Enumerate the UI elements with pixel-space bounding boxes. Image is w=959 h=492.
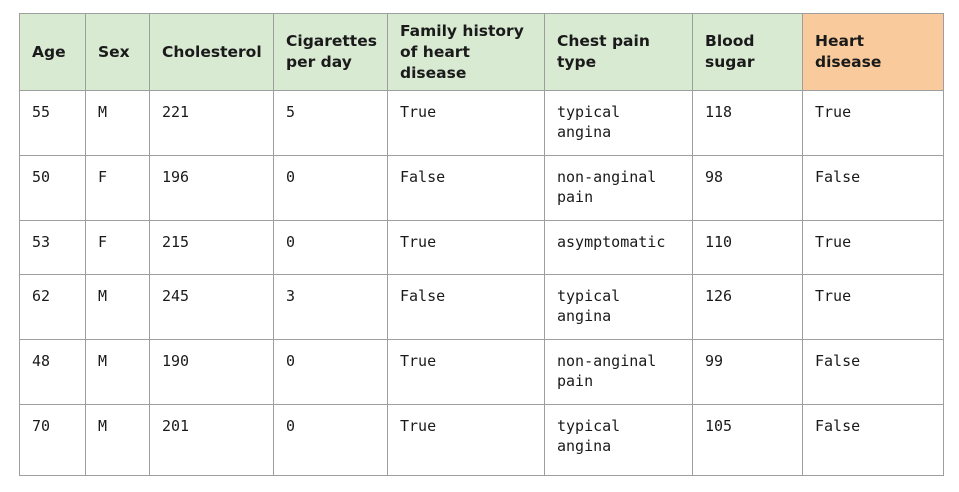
cell-cholesterol: 201 xyxy=(149,404,274,476)
cell-cigarettes: 0 xyxy=(273,339,388,405)
cell-family-history: True xyxy=(387,220,545,275)
cell-heart-disease: False xyxy=(802,155,944,221)
cell-cigarettes: 0 xyxy=(273,220,388,275)
cell-heart-disease: False xyxy=(802,339,944,405)
cell-cholesterol: 190 xyxy=(149,339,274,405)
table-row: 62 M 245 3 False typical angina 126 True xyxy=(19,274,944,340)
header-heart-disease: Heart disease xyxy=(802,13,944,91)
cell-sex: F xyxy=(85,155,150,221)
table-row: 48 M 190 0 True non-anginal pain 99 Fals… xyxy=(19,339,944,405)
cell-age: 55 xyxy=(19,90,86,156)
header-cholesterol: Cholesterol xyxy=(149,13,274,91)
cell-sex: M xyxy=(85,339,150,405)
cell-heart-disease: True xyxy=(802,274,944,340)
cell-cholesterol: 245 xyxy=(149,274,274,340)
cell-cigarettes: 5 xyxy=(273,90,388,156)
cell-sex: M xyxy=(85,404,150,476)
table-row: 53 F 215 0 True asymptomatic 110 True xyxy=(19,220,944,275)
cell-chest-pain: asymptomatic xyxy=(544,220,693,275)
cell-family-history: True xyxy=(387,339,545,405)
cell-age: 48 xyxy=(19,339,86,405)
cell-blood-sugar: 118 xyxy=(692,90,803,156)
cell-blood-sugar: 99 xyxy=(692,339,803,405)
cell-age: 70 xyxy=(19,404,86,476)
cell-age: 50 xyxy=(19,155,86,221)
cell-cigarettes: 3 xyxy=(273,274,388,340)
data-table-container: Age Sex Cholesterol Cigarettes per day F… xyxy=(19,13,944,476)
heart-disease-table: Age Sex Cholesterol Cigarettes per day F… xyxy=(19,13,944,476)
cell-family-history: True xyxy=(387,404,545,476)
header-sex: Sex xyxy=(85,13,150,91)
cell-cholesterol: 215 xyxy=(149,220,274,275)
cell-age: 62 xyxy=(19,274,86,340)
cell-cigarettes: 0 xyxy=(273,155,388,221)
cell-family-history: False xyxy=(387,274,545,340)
cell-sex: M xyxy=(85,90,150,156)
cell-chest-pain: typical angina xyxy=(544,90,693,156)
header-cigarettes-per-day: Cigarettes per day xyxy=(273,13,388,91)
header-row: Age Sex Cholesterol Cigarettes per day F… xyxy=(19,13,944,91)
cell-blood-sugar: 105 xyxy=(692,404,803,476)
cell-cholesterol: 196 xyxy=(149,155,274,221)
cell-heart-disease: True xyxy=(802,90,944,156)
cell-heart-disease: True xyxy=(802,220,944,275)
cell-blood-sugar: 110 xyxy=(692,220,803,275)
header-blood-sugar: Blood sugar xyxy=(692,13,803,91)
cell-sex: M xyxy=(85,274,150,340)
cell-cholesterol: 221 xyxy=(149,90,274,156)
header-chest-pain-type: Chest pain type xyxy=(544,13,693,91)
table-row: 70 M 201 0 True typical angina 105 False xyxy=(19,404,944,476)
cell-blood-sugar: 126 xyxy=(692,274,803,340)
header-age: Age xyxy=(19,13,86,91)
cell-age: 53 xyxy=(19,220,86,275)
cell-blood-sugar: 98 xyxy=(692,155,803,221)
cell-chest-pain: typical angina xyxy=(544,274,693,340)
cell-chest-pain: non-anginal pain xyxy=(544,339,693,405)
cell-heart-disease: False xyxy=(802,404,944,476)
table-row: 50 F 196 0 False non-anginal pain 98 Fal… xyxy=(19,155,944,221)
cell-chest-pain: typical angina xyxy=(544,404,693,476)
cell-family-history: True xyxy=(387,90,545,156)
table-row: 55 M 221 5 True typical angina 118 True xyxy=(19,90,944,156)
cell-family-history: False xyxy=(387,155,545,221)
cell-cigarettes: 0 xyxy=(273,404,388,476)
cell-sex: F xyxy=(85,220,150,275)
cell-chest-pain: non-anginal pain xyxy=(544,155,693,221)
header-family-history: Family history of heart disease xyxy=(387,13,545,91)
